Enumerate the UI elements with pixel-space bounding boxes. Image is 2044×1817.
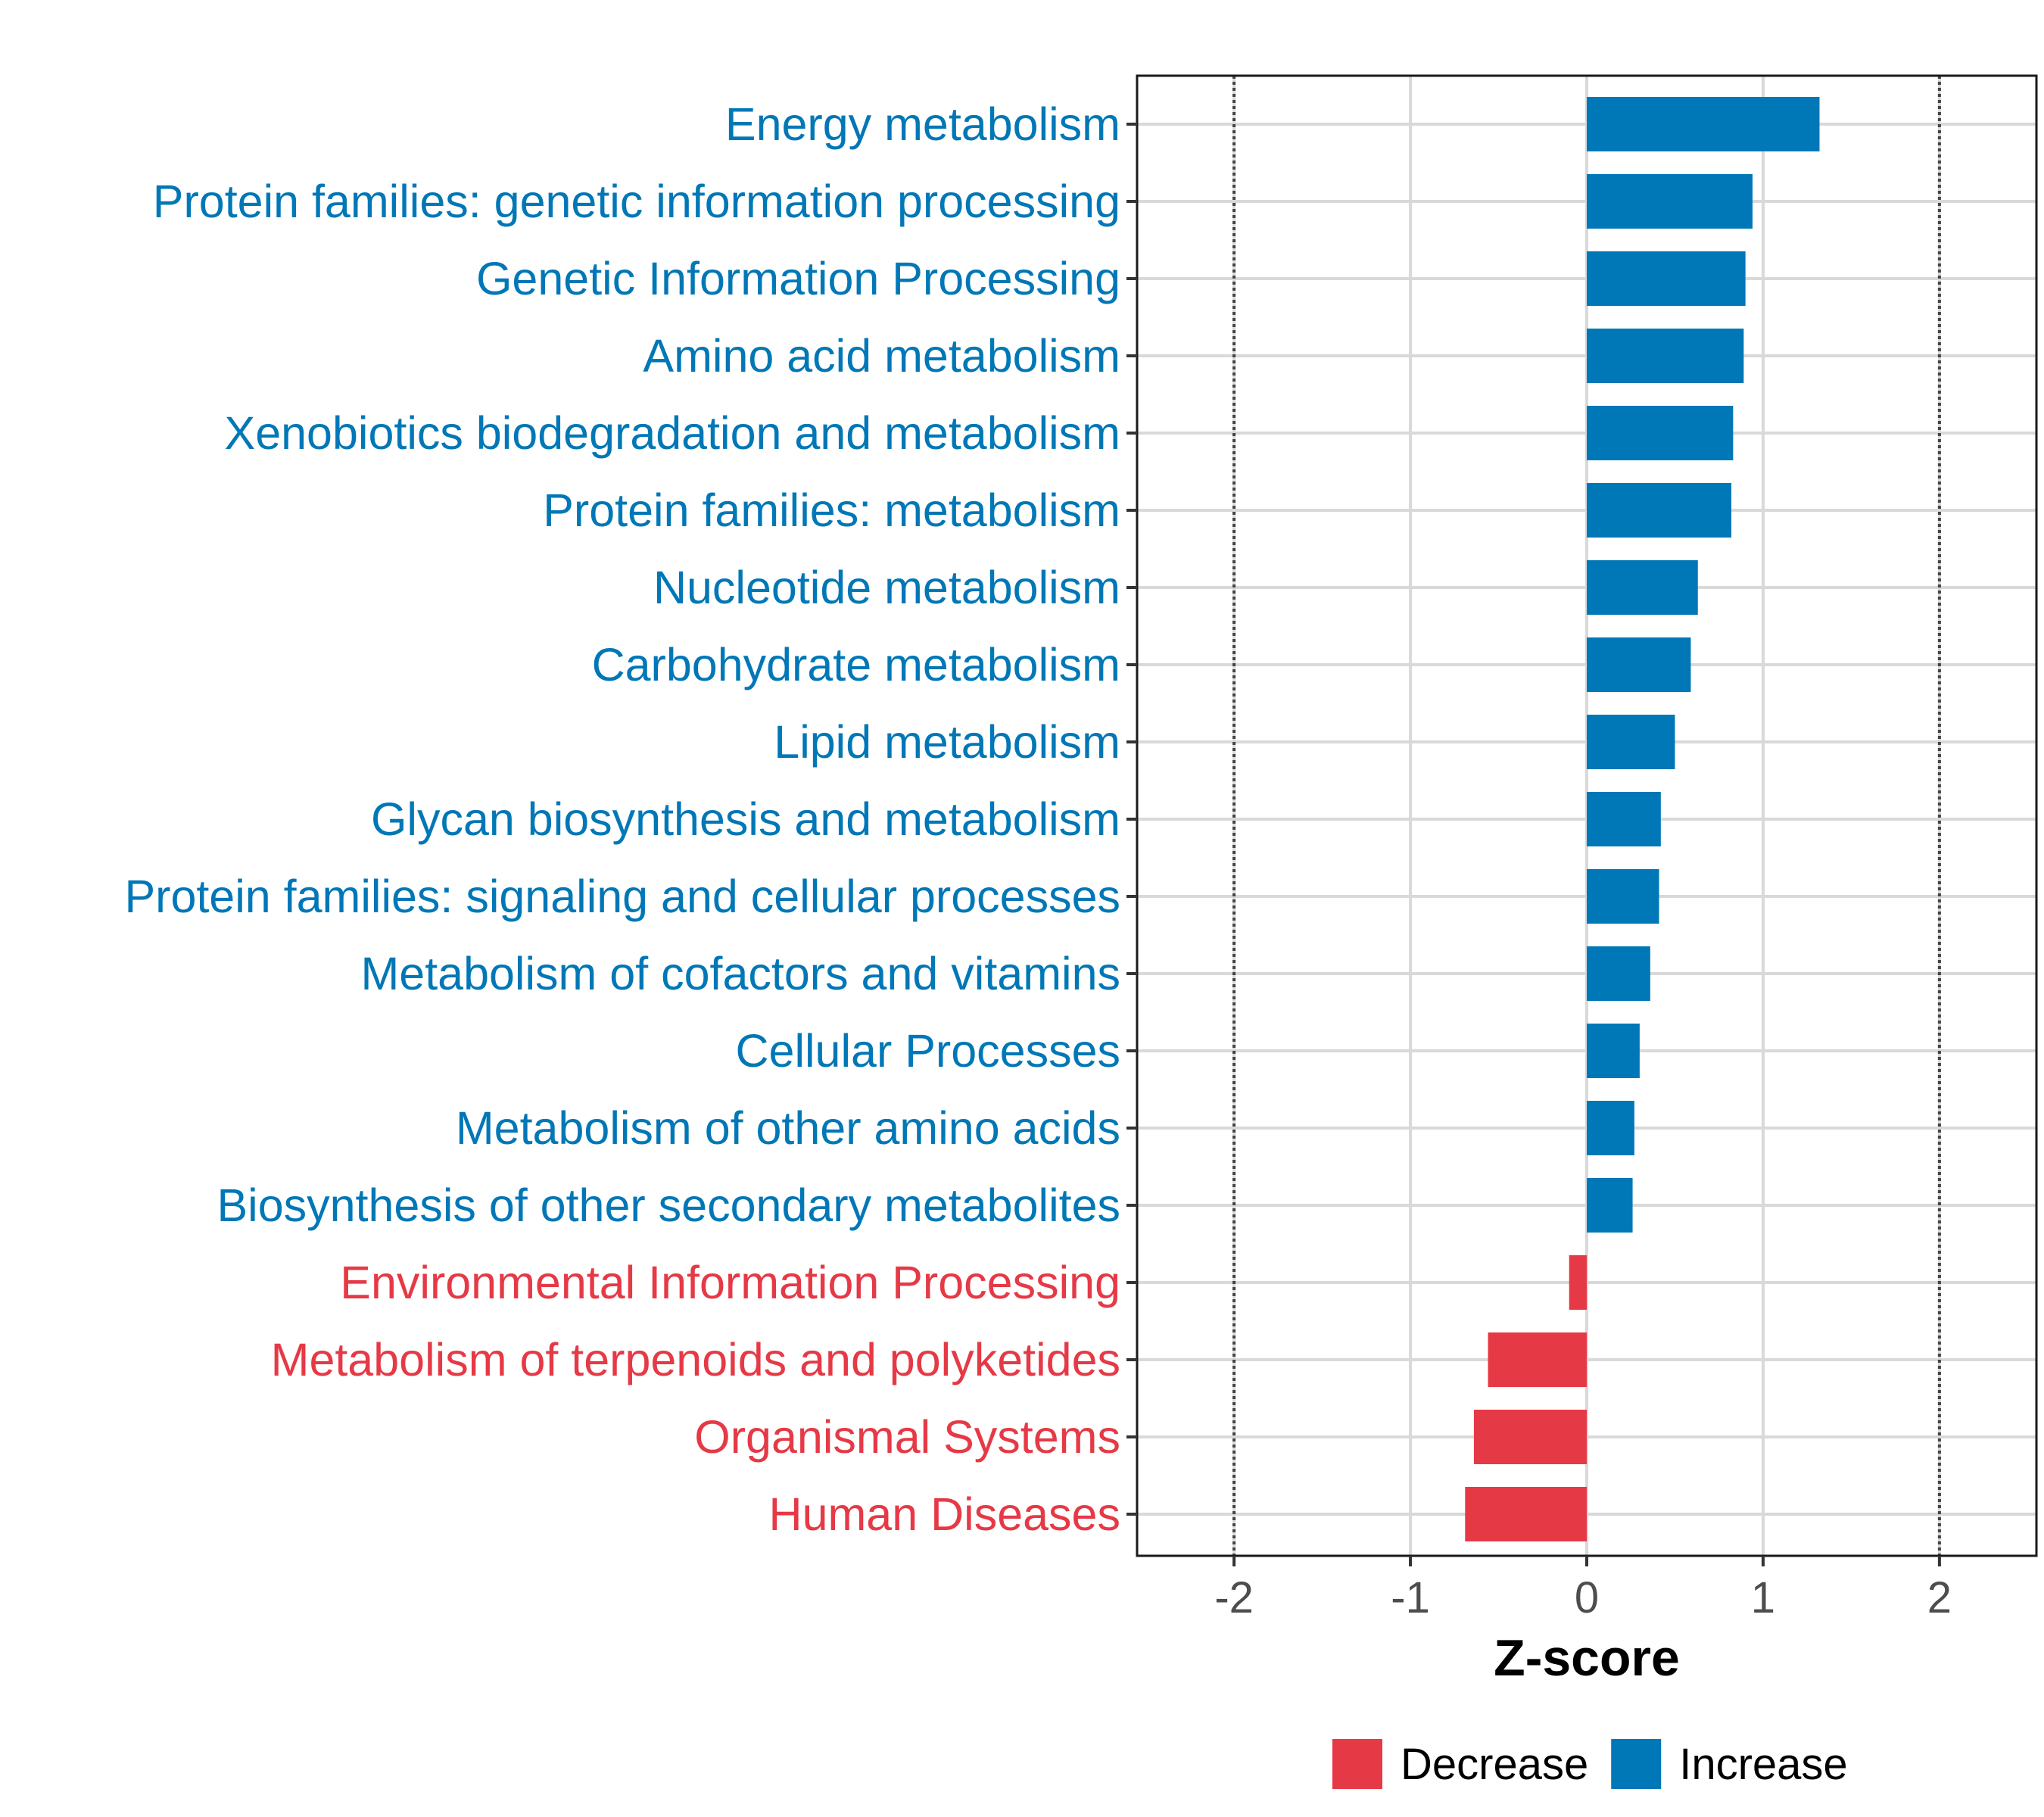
- bar: [1587, 637, 1691, 692]
- category-label: Human Diseases: [769, 1488, 1120, 1540]
- x-tick-label: -2: [1214, 1573, 1254, 1622]
- x-tick-label: 2: [1927, 1573, 1952, 1622]
- category-label: Amino acid metabolism: [643, 330, 1120, 382]
- legend-label: Decrease: [1401, 1740, 1588, 1789]
- bar: [1488, 1332, 1587, 1387]
- bar: [1587, 560, 1698, 615]
- category-label: Metabolism of other amino acids: [456, 1102, 1120, 1154]
- axes: Energy metabolism Protein families: genet…: [124, 98, 1952, 1622]
- category-label: Carbohydrate metabolism: [592, 639, 1120, 690]
- bar: [1587, 329, 1744, 383]
- bars: [1465, 97, 1820, 1541]
- x-axis-title: Z-score: [1494, 1629, 1680, 1687]
- category-label: Nucleotide metabolism: [653, 562, 1120, 613]
- category-label: Protein families: signaling and cellular…: [124, 871, 1120, 922]
- category-label: Organismal Systems: [694, 1411, 1120, 1463]
- bar: [1473, 1410, 1587, 1464]
- bar: [1587, 174, 1753, 229]
- legend: Decrease Increase: [1332, 1739, 1848, 1789]
- category-label: Protein families: genetic information pr…: [153, 176, 1120, 227]
- legend-swatch: [1611, 1739, 1662, 1789]
- category-label: Lipid metabolism: [774, 716, 1120, 768]
- bar: [1587, 715, 1675, 769]
- category-label: Glycan biosynthesis and metabolism: [371, 793, 1120, 845]
- category-label: Genetic Information Processing: [476, 253, 1120, 304]
- x-tick-label: 0: [1575, 1573, 1599, 1622]
- category-label: Energy metabolism: [725, 98, 1120, 150]
- bar: [1587, 406, 1734, 460]
- x-tick-label: -1: [1391, 1573, 1430, 1622]
- bar: [1587, 946, 1650, 1001]
- bar: [1587, 251, 1746, 306]
- category-label: Environmental Information Processing: [340, 1257, 1120, 1308]
- bar: [1587, 483, 1732, 538]
- bar: [1569, 1255, 1587, 1310]
- category-label: Metabolism of cofactors and vitamins: [360, 948, 1120, 999]
- bar: [1587, 869, 1659, 924]
- bar: [1587, 792, 1661, 846]
- bar: [1587, 1178, 1633, 1233]
- category-label: Biosynthesis of other secondary metaboli…: [217, 1180, 1120, 1231]
- bar: [1465, 1487, 1587, 1541]
- category-label: Protein families: metabolism: [543, 485, 1120, 536]
- bar: [1587, 97, 1820, 151]
- x-tick-label: 1: [1751, 1573, 1775, 1622]
- legend-swatch: [1332, 1739, 1382, 1789]
- category-label: Xenobiotics biodegradation and metabolis…: [225, 407, 1120, 459]
- category-label: Cellular Processes: [735, 1025, 1120, 1077]
- bar: [1587, 1101, 1634, 1155]
- bar: [1587, 1024, 1640, 1078]
- legend-label: Increase: [1679, 1740, 1847, 1789]
- category-label: Metabolism of terpenoids and polyketides: [271, 1334, 1120, 1385]
